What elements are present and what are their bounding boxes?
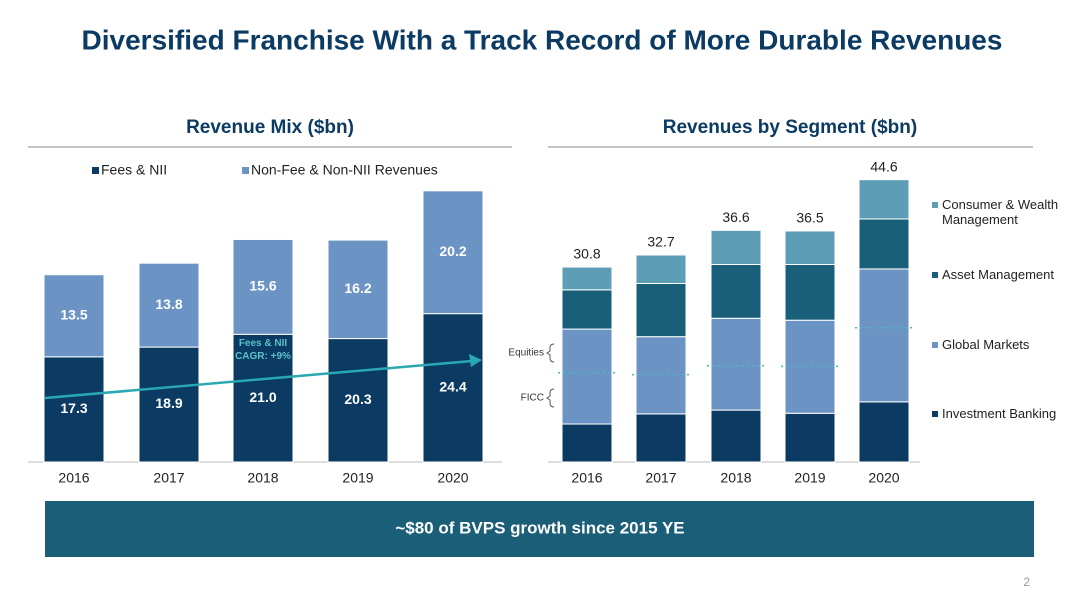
bar-segment: [784, 264, 836, 321]
data-label: 18.9: [155, 395, 182, 411]
data-label: 17.3: [60, 400, 87, 416]
legend-label: Global Markets: [942, 337, 1030, 352]
bar-segment: [327, 338, 389, 463]
x-tick-label: 2016: [571, 470, 602, 486]
trend-arrowhead: [469, 354, 482, 367]
total-label: 44.6: [870, 158, 897, 174]
x-tick-label: 2017: [645, 470, 676, 486]
bar-segment: [43, 274, 105, 358]
bracket: [546, 343, 555, 363]
x-tick-label: 2019: [342, 470, 373, 486]
bracket-label: Equities: [508, 348, 544, 359]
chart-title: Revenues by Segment ($bn): [663, 117, 917, 138]
legend-swatch: [92, 167, 99, 174]
data-label: 21.0: [249, 389, 276, 405]
bar-segment: [710, 264, 762, 319]
data-label: 15.6: [249, 278, 276, 294]
banner-text: ~$80 of BVPS growth since 2015 YE: [395, 518, 684, 537]
bar-segment: [232, 238, 294, 335]
total-label: 32.7: [647, 234, 674, 250]
total-label: 36.6: [722, 209, 749, 225]
bar-segment: [232, 333, 294, 463]
data-label: 13.8: [155, 296, 182, 312]
bar-segment: [138, 262, 200, 348]
bar-segment: [327, 239, 389, 340]
bar-segment: [561, 328, 613, 425]
banner: [45, 501, 1034, 557]
total-label: 30.8: [573, 246, 600, 262]
x-tick-label: 2018: [247, 470, 278, 486]
total-label: 36.5: [796, 210, 823, 226]
bar-segment: [561, 423, 613, 463]
trend-arrow: [44, 359, 473, 400]
legend-label: Fees & NII: [101, 162, 167, 178]
legend-swatch: [932, 342, 938, 348]
bar-segment: [858, 268, 910, 403]
bar-segment: [858, 401, 910, 463]
legend-swatch: [242, 167, 249, 174]
x-tick-label: 2018: [720, 470, 751, 486]
x-tick-label: 2019: [794, 470, 825, 486]
bar-segment: [635, 282, 687, 338]
legend-label: Asset Management: [942, 267, 1055, 282]
annotation: Fees & NII CAGR: +9%: [235, 338, 291, 362]
bar-segment: [422, 190, 484, 315]
bar-segment: [710, 409, 762, 463]
bar-segment: [858, 179, 910, 220]
bracket-label: FICC: [521, 393, 544, 404]
bar-segment: [710, 229, 762, 266]
x-tick-label: 2020: [437, 470, 468, 486]
data-label: 20.2: [439, 243, 466, 259]
bracket: [546, 388, 555, 408]
x-tick-label: 2016: [58, 470, 89, 486]
legend-label: Non-Fee & Non-NII Revenues: [251, 162, 438, 178]
data-label: 24.4: [439, 379, 466, 395]
bar-segment: [858, 218, 910, 270]
legend-swatch: [932, 272, 938, 278]
bar-segment: [635, 413, 687, 463]
bar-segment: [635, 254, 687, 284]
chart-title: Revenue Mix ($bn): [186, 117, 354, 138]
data-label: 13.5: [60, 306, 87, 322]
data-label: 20.3: [344, 391, 371, 407]
legend-label: Consumer & Wealth Management: [942, 197, 1059, 227]
bar-segment: [561, 266, 613, 291]
bar-segment: [138, 346, 200, 463]
slide-title: Diversified Franchise With a Track Recor…: [82, 24, 1003, 55]
legend-label: Investment Banking: [942, 406, 1057, 421]
legend-swatch: [932, 411, 938, 417]
bar-segment: [422, 313, 484, 463]
bar-segment: [43, 356, 105, 463]
page-number: 2: [1023, 575, 1030, 589]
bar-segment: [784, 412, 836, 463]
x-tick-label: 2020: [868, 470, 899, 486]
x-tick-label: 2017: [153, 470, 184, 486]
bar-segment: [561, 289, 613, 330]
bar-segment: [710, 317, 762, 411]
bar-segment: [784, 230, 836, 266]
data-label: 16.2: [344, 280, 371, 296]
legend-swatch: [932, 202, 938, 208]
